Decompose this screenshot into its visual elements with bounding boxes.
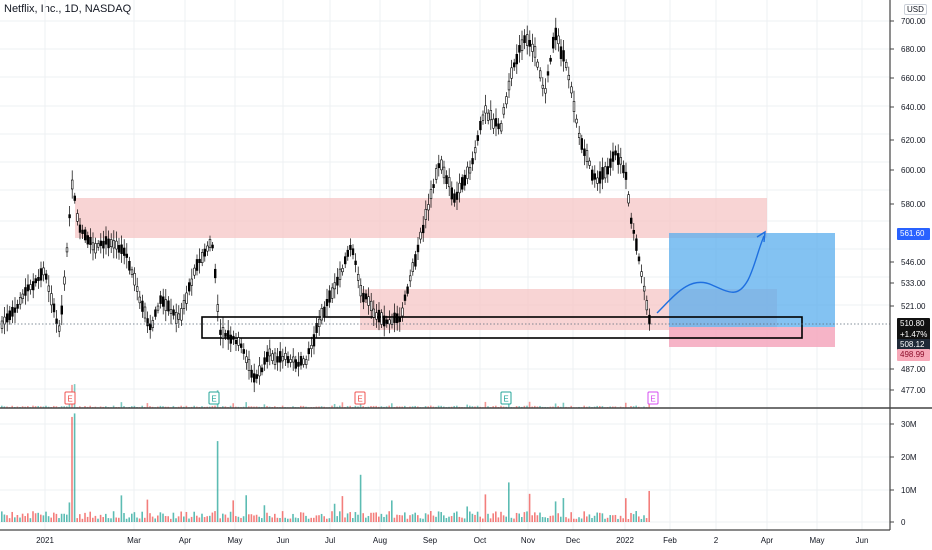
earnings-marker-icon[interactable] bbox=[208, 391, 220, 405]
price-candles bbox=[0, 17, 651, 393]
projection-arrow[interactable] bbox=[656, 235, 765, 314]
time-tick-label: Jun bbox=[277, 536, 290, 545]
stop-zone[interactable] bbox=[669, 327, 835, 347]
earnings-marker-label: E bbox=[357, 395, 362, 404]
time-tick-label: Oct bbox=[474, 536, 487, 545]
prev-close-badge: 508.12 bbox=[897, 339, 930, 351]
demand-box[interactable] bbox=[201, 316, 803, 339]
earnings-marker-label: E bbox=[503, 395, 508, 404]
earnings-marker-icon[interactable] bbox=[647, 391, 659, 405]
time-tick-label: May bbox=[227, 536, 242, 545]
time-tick-label: Nov bbox=[521, 536, 535, 545]
price-axis[interactable]: 700.00 680.00 660.00 640.00 620.00 600.00 580.… bbox=[890, 17, 926, 395]
supply-zone-upper[interactable] bbox=[75, 198, 767, 238]
price-tick-label: 600.00 bbox=[901, 166, 926, 175]
time-tick-label: 2022 bbox=[616, 536, 634, 545]
earnings-marker-icon[interactable] bbox=[64, 391, 76, 405]
time-tick-label: Dec bbox=[566, 536, 580, 545]
volume-tick-label: 10M bbox=[901, 486, 917, 495]
time-tick-label: 2 bbox=[714, 536, 719, 545]
projection-arrowhead bbox=[756, 230, 766, 243]
earnings-marker-label: E bbox=[650, 395, 655, 404]
currency-badge[interactable]: USD bbox=[904, 4, 927, 15]
price-tick-label: 487.00 bbox=[901, 365, 926, 374]
price-tick-label: 477.00 bbox=[901, 386, 926, 395]
symbol-title[interactable]: Netflix, Inc., 1D, NASDAQ bbox=[4, 3, 132, 15]
earnings-marker-icon[interactable] bbox=[354, 391, 366, 405]
price-tick-label: 700.00 bbox=[901, 17, 926, 26]
price-tick-label: 620.00 bbox=[901, 136, 926, 145]
price-change-value: +1.47% bbox=[900, 330, 928, 339]
target-price-badge: 561.60 bbox=[897, 228, 930, 240]
time-tick-label: Mar bbox=[127, 536, 141, 545]
volume-pane-bars bbox=[1, 413, 650, 522]
earnings-marker-label: E bbox=[211, 395, 216, 404]
time-tick-label: Jul bbox=[325, 536, 335, 545]
stop-price-badge: 498.99 bbox=[897, 349, 930, 361]
earnings-marker-label: E bbox=[67, 395, 72, 404]
volume-tick-label: 0 bbox=[901, 518, 906, 527]
time-axis[interactable]: 2021 Mar Apr May Jun Jul Aug Sep Oct Nov Dec 2022 Fe… bbox=[36, 536, 868, 545]
last-price-value: 510.80 bbox=[900, 319, 925, 328]
price-tick-label: 546.00 bbox=[901, 258, 926, 267]
price-tick-label: 580.00 bbox=[901, 200, 926, 209]
time-tick-label: Feb bbox=[663, 536, 677, 545]
time-tick-label: Sep bbox=[423, 536, 438, 545]
price-tick-label: 521.00 bbox=[901, 302, 926, 311]
time-tick-label: May bbox=[809, 536, 824, 545]
time-tick-label: 2021 bbox=[36, 536, 54, 545]
volume-tick-label: 30M bbox=[901, 420, 917, 429]
time-tick-label: Apr bbox=[761, 536, 774, 545]
earnings-marker-icon[interactable] bbox=[500, 391, 512, 405]
price-tick-label: 533.00 bbox=[901, 279, 926, 288]
price-tick-label: 660.00 bbox=[901, 74, 926, 83]
volume-overlay bbox=[1, 384, 650, 408]
price-tick-label: 680.00 bbox=[901, 45, 926, 54]
time-tick-label: Aug bbox=[373, 536, 387, 545]
volume-tick-label: 20M bbox=[901, 453, 917, 462]
last-price-badge: 510.80 +1.47% bbox=[897, 318, 930, 341]
target-zone[interactable] bbox=[669, 233, 835, 327]
price-tick-label: 640.00 bbox=[901, 103, 926, 112]
volume-axis[interactable]: 30M 20M 10M 0 bbox=[890, 420, 917, 527]
time-tick-label: Jun bbox=[856, 536, 869, 545]
time-tick-label: Apr bbox=[179, 536, 192, 545]
